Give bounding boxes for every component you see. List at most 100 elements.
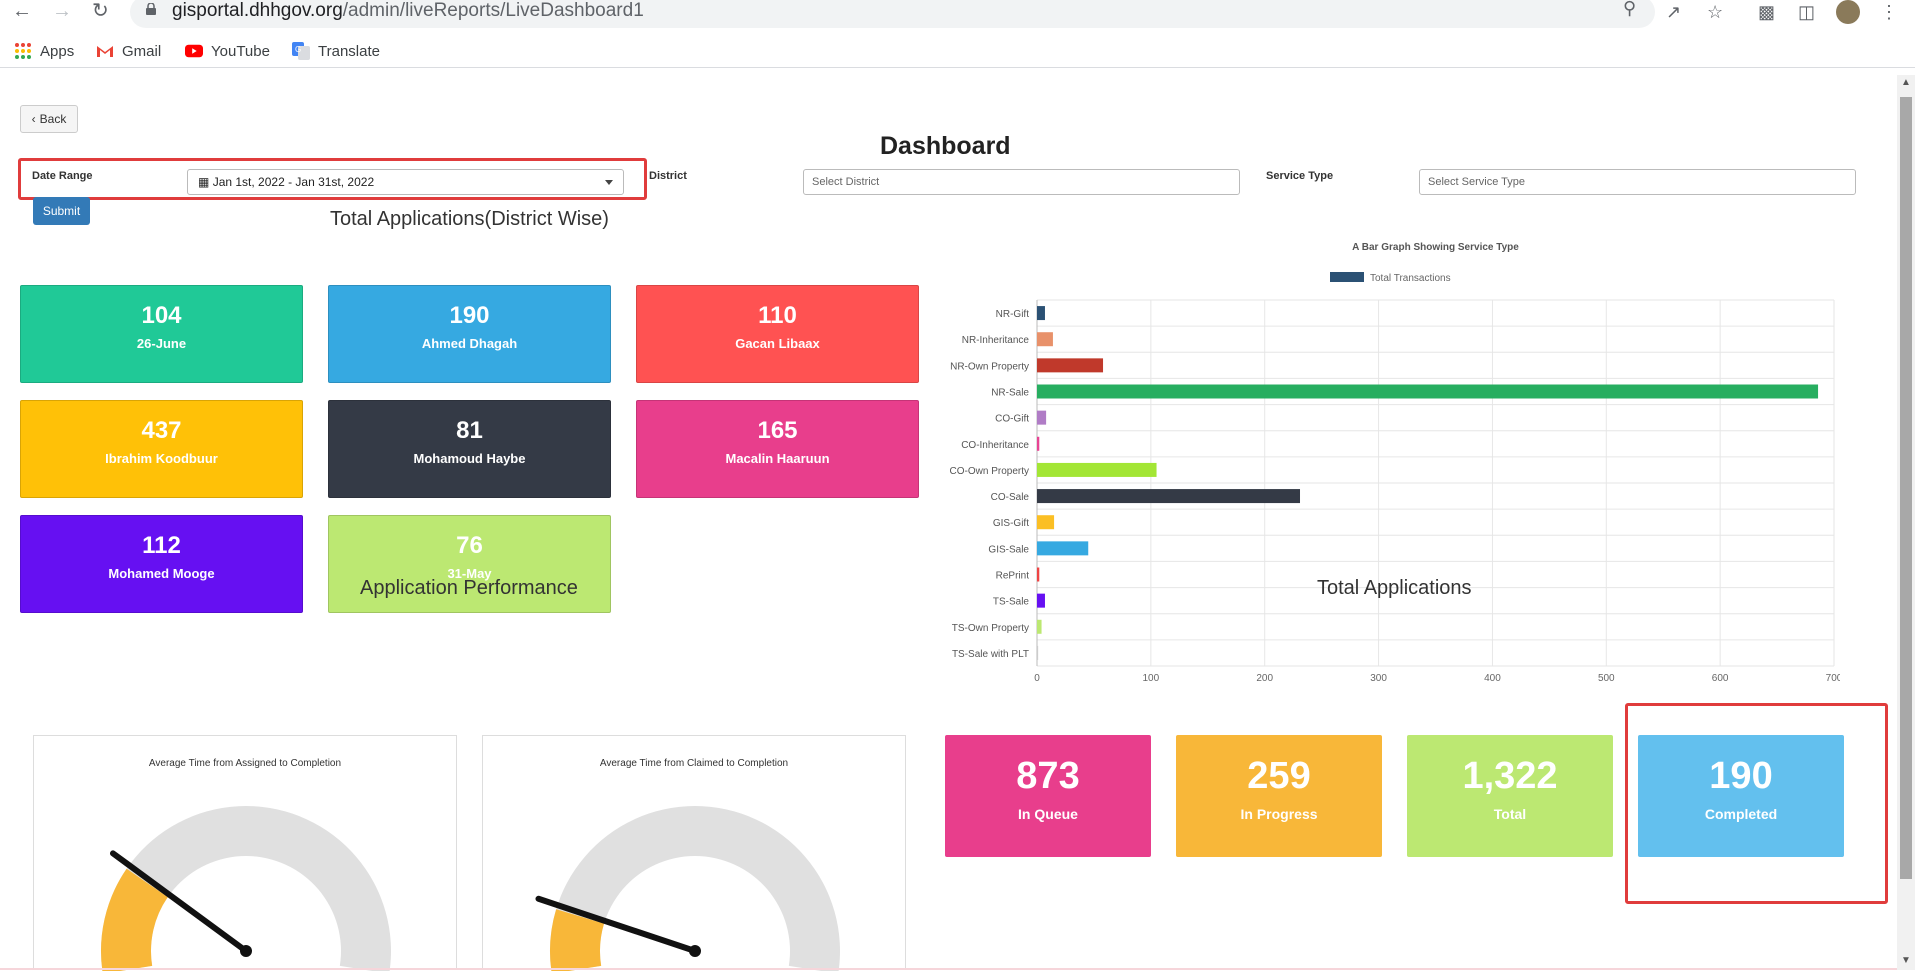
x-tick-label: 400 bbox=[1484, 673, 1501, 684]
star-icon[interactable]: ☆ bbox=[1707, 2, 1724, 22]
submit-button[interactable]: Submit bbox=[33, 197, 90, 225]
bar bbox=[1037, 410, 1047, 425]
bookmark-gmail[interactable]: Gmail bbox=[96, 42, 161, 60]
bar bbox=[1037, 645, 1039, 660]
bar bbox=[1037, 489, 1301, 504]
card-value: 165 bbox=[757, 417, 798, 444]
menu-icon[interactable]: ⋮ bbox=[1880, 2, 1898, 22]
total-value: 190 bbox=[1709, 755, 1773, 797]
bookmark-apps[interactable]: Apps bbox=[14, 42, 74, 60]
y-tick-label: GIS-Sale bbox=[988, 544, 1029, 555]
chart-title: A Bar Graph Showing Service Type bbox=[1352, 242, 1519, 253]
x-tick-label: 300 bbox=[1370, 673, 1387, 684]
date-range-picker[interactable]: ▦ Jan 1st, 2022 - Jan 31st, 2022 bbox=[187, 169, 624, 195]
y-tick-label: CO-Gift bbox=[995, 414, 1029, 425]
total-card: 1,322 Total bbox=[1407, 735, 1613, 857]
y-tick-label: NR-Own Property bbox=[950, 361, 1029, 372]
card-label: 31-May bbox=[447, 566, 492, 581]
bookmark-label: YouTube bbox=[211, 42, 270, 60]
extensions-icon[interactable]: ▩ bbox=[1758, 2, 1776, 22]
y-tick-label: TS-Sale with PLT bbox=[952, 649, 1029, 660]
card-label: Macalin Haaruun bbox=[725, 451, 830, 466]
card-value: 104 bbox=[141, 302, 182, 329]
bar bbox=[1037, 541, 1089, 556]
service-type-placeholder: Select Service Type bbox=[1428, 176, 1526, 188]
footer-divider bbox=[0, 968, 1897, 970]
url-text: gisportal.dhhgov.org/admin/liveReports/L… bbox=[172, 0, 644, 21]
bookmarks-bar: Apps Gmail YouTube G Translate bbox=[0, 36, 1915, 68]
dashboard-page: ‹ Back Dashboard Date Range ▦ Jan 1st, 2… bbox=[0, 75, 1897, 971]
apps-grid-icon bbox=[15, 43, 31, 59]
y-tick-label: CO-Sale bbox=[991, 492, 1030, 503]
total-value: 1,322 bbox=[1462, 755, 1558, 797]
legend-swatch bbox=[1330, 272, 1364, 282]
total-card: 259 In Progress bbox=[1176, 735, 1382, 857]
total-label: In Queue bbox=[1018, 806, 1078, 822]
bookmark-label: Apps bbox=[40, 42, 75, 60]
total-label: In Progress bbox=[1240, 806, 1318, 822]
gauge-hub bbox=[240, 945, 252, 957]
card-label: Ahmed Dhagah bbox=[421, 336, 518, 351]
x-tick-label: 200 bbox=[1256, 673, 1273, 684]
card-label: Mohamoud Haybe bbox=[413, 451, 526, 466]
card-label: Mohamed Mooge bbox=[108, 566, 215, 581]
card-value: 76 bbox=[456, 532, 483, 559]
youtube-icon bbox=[185, 44, 203, 58]
bar bbox=[1037, 619, 1042, 634]
address-bar[interactable]: gisportal.dhhgov.org/admin/liveReports/L… bbox=[130, 0, 1655, 28]
x-tick-label: 600 bbox=[1712, 673, 1729, 684]
back-label: Back bbox=[39, 112, 67, 126]
card-value: 437 bbox=[141, 417, 182, 444]
performance-heading: Application Performance bbox=[360, 577, 578, 599]
bookmark-translate[interactable]: G Translate bbox=[292, 42, 380, 60]
service-type-select[interactable]: Select Service Type bbox=[1419, 169, 1856, 195]
gauge-fill bbox=[550, 909, 605, 971]
reload-icon[interactable]: ↻ bbox=[92, 0, 109, 22]
bookmark-label: Gmail bbox=[122, 42, 162, 60]
zoom-icon[interactable]: ⚲ bbox=[1623, 0, 1637, 18]
district-select[interactable]: Select District bbox=[803, 169, 1240, 195]
back-arrow-icon[interactable]: ← bbox=[12, 0, 32, 22]
x-tick-label: 500 bbox=[1598, 673, 1615, 684]
bar bbox=[1037, 436, 1040, 451]
gauge-panel-assigned: Average Time from Assigned to Completion bbox=[33, 735, 457, 971]
scrollbar-thumb[interactable] bbox=[1900, 97, 1912, 879]
bookmark-label: Translate bbox=[318, 42, 380, 60]
avatar[interactable] bbox=[1836, 0, 1860, 24]
calendar-icon: ▦ bbox=[198, 175, 210, 189]
service-type-label: Service Type bbox=[1266, 170, 1334, 182]
district-label: District bbox=[649, 170, 687, 182]
scroll-down-icon[interactable]: ▼ bbox=[1901, 955, 1911, 966]
gauge-track bbox=[550, 806, 840, 971]
total-value: 259 bbox=[1247, 755, 1311, 797]
y-tick-label: NR-Inheritance bbox=[962, 335, 1030, 346]
forward-arrow-icon[interactable]: → bbox=[52, 0, 72, 22]
svg-text:G: G bbox=[295, 45, 301, 54]
bookmark-youtube[interactable]: YouTube bbox=[185, 42, 270, 60]
card-label: Ibrahim Koodbuur bbox=[105, 451, 218, 466]
back-button[interactable]: ‹ Back bbox=[20, 105, 78, 133]
share-icon[interactable]: ↗ bbox=[1666, 2, 1682, 22]
y-tick-label: GIS-Gift bbox=[993, 518, 1029, 529]
caret-down-icon bbox=[605, 180, 613, 185]
y-tick-label: CO-Inheritance bbox=[961, 440, 1029, 451]
gauge-needle bbox=[535, 895, 698, 954]
bar bbox=[1037, 515, 1055, 530]
bar bbox=[1037, 306, 1045, 321]
total-card: 873 In Queue bbox=[945, 735, 1151, 857]
district-section-heading: Total Applications(District Wise) bbox=[330, 208, 609, 230]
service-type-bar-chart: A Bar Graph Showing Service Type Total Tr… bbox=[950, 242, 1840, 684]
district-card: 104 26-June bbox=[20, 285, 303, 383]
x-tick-label: 0 bbox=[1034, 673, 1040, 684]
side-panel-icon[interactable]: ◫ bbox=[1798, 2, 1816, 22]
page-scrollbar[interactable]: ▲ ▼ bbox=[1897, 75, 1915, 970]
date-range-label: Date Range bbox=[32, 170, 93, 182]
x-tick-label: 100 bbox=[1143, 673, 1160, 684]
total-value: 873 bbox=[1016, 755, 1080, 797]
district-card: 437 Ibrahim Koodbuur bbox=[20, 400, 303, 498]
gauge-panel-claimed: Average Time from Claimed to Completion bbox=[482, 735, 906, 971]
card-value: 190 bbox=[449, 302, 490, 329]
y-tick-label: TS-Own Property bbox=[952, 623, 1029, 634]
browser-toolbar: ← → ↻ gisportal.dhhgov.org/admin/liveRep… bbox=[0, 0, 1915, 30]
scroll-up-icon[interactable]: ▲ bbox=[1901, 77, 1911, 88]
